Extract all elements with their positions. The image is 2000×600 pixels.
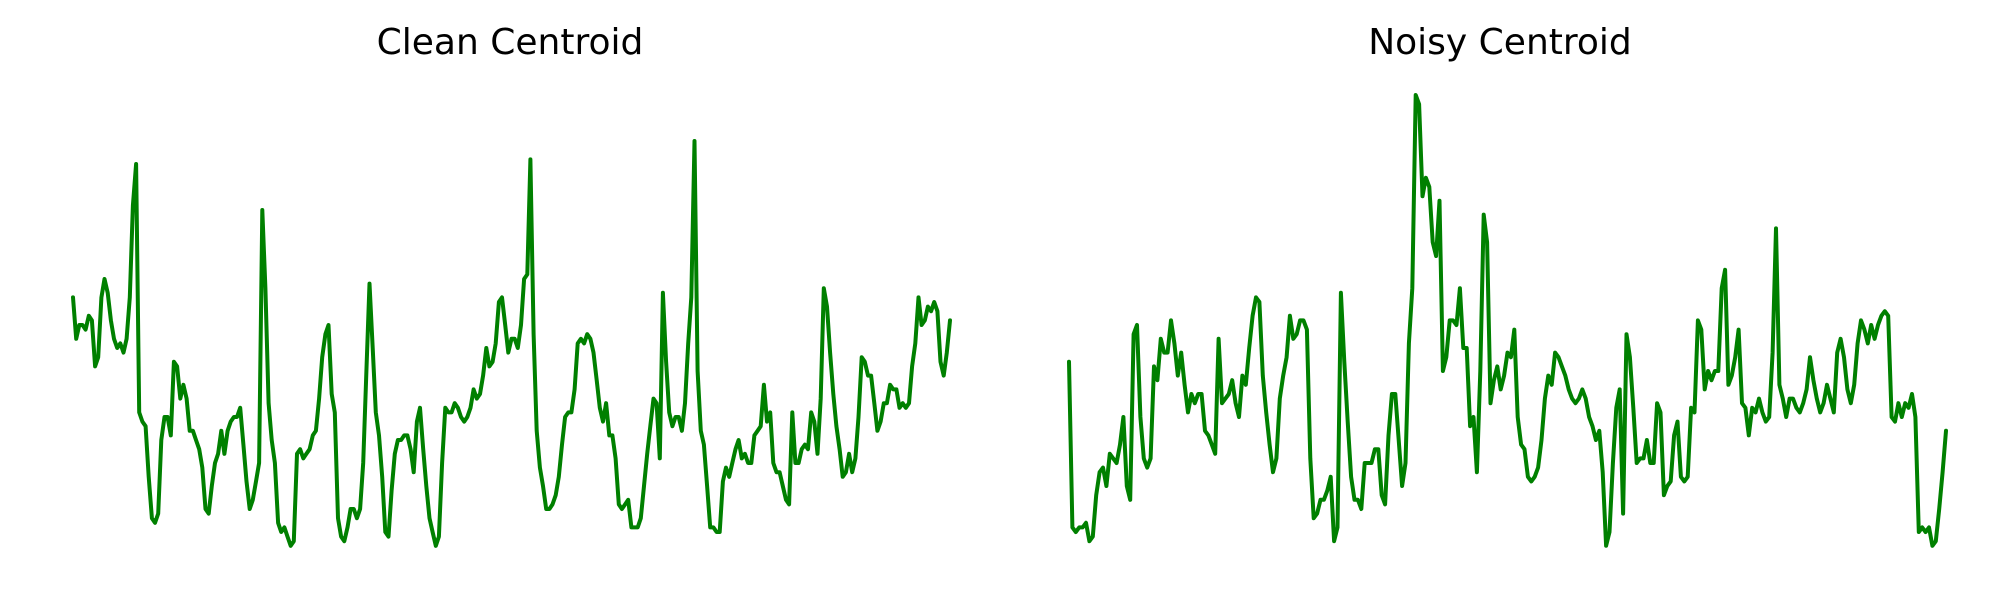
clean-centroid-series-line	[71, 139, 952, 548]
chart-title: Clean Centroid	[376, 22, 644, 63]
clean-centroid-chart	[71, 139, 952, 548]
clean-centroid-panel: Clean Centroid	[71, 22, 952, 548]
noisy-centroid-series-line	[1067, 93, 1948, 548]
noisy-centroid-panel: Noisy Centroid	[1000, 0, 2000, 600]
chart-title: Noisy Centroid	[1368, 22, 1632, 63]
noisy-centroid-chart	[1067, 93, 1948, 548]
